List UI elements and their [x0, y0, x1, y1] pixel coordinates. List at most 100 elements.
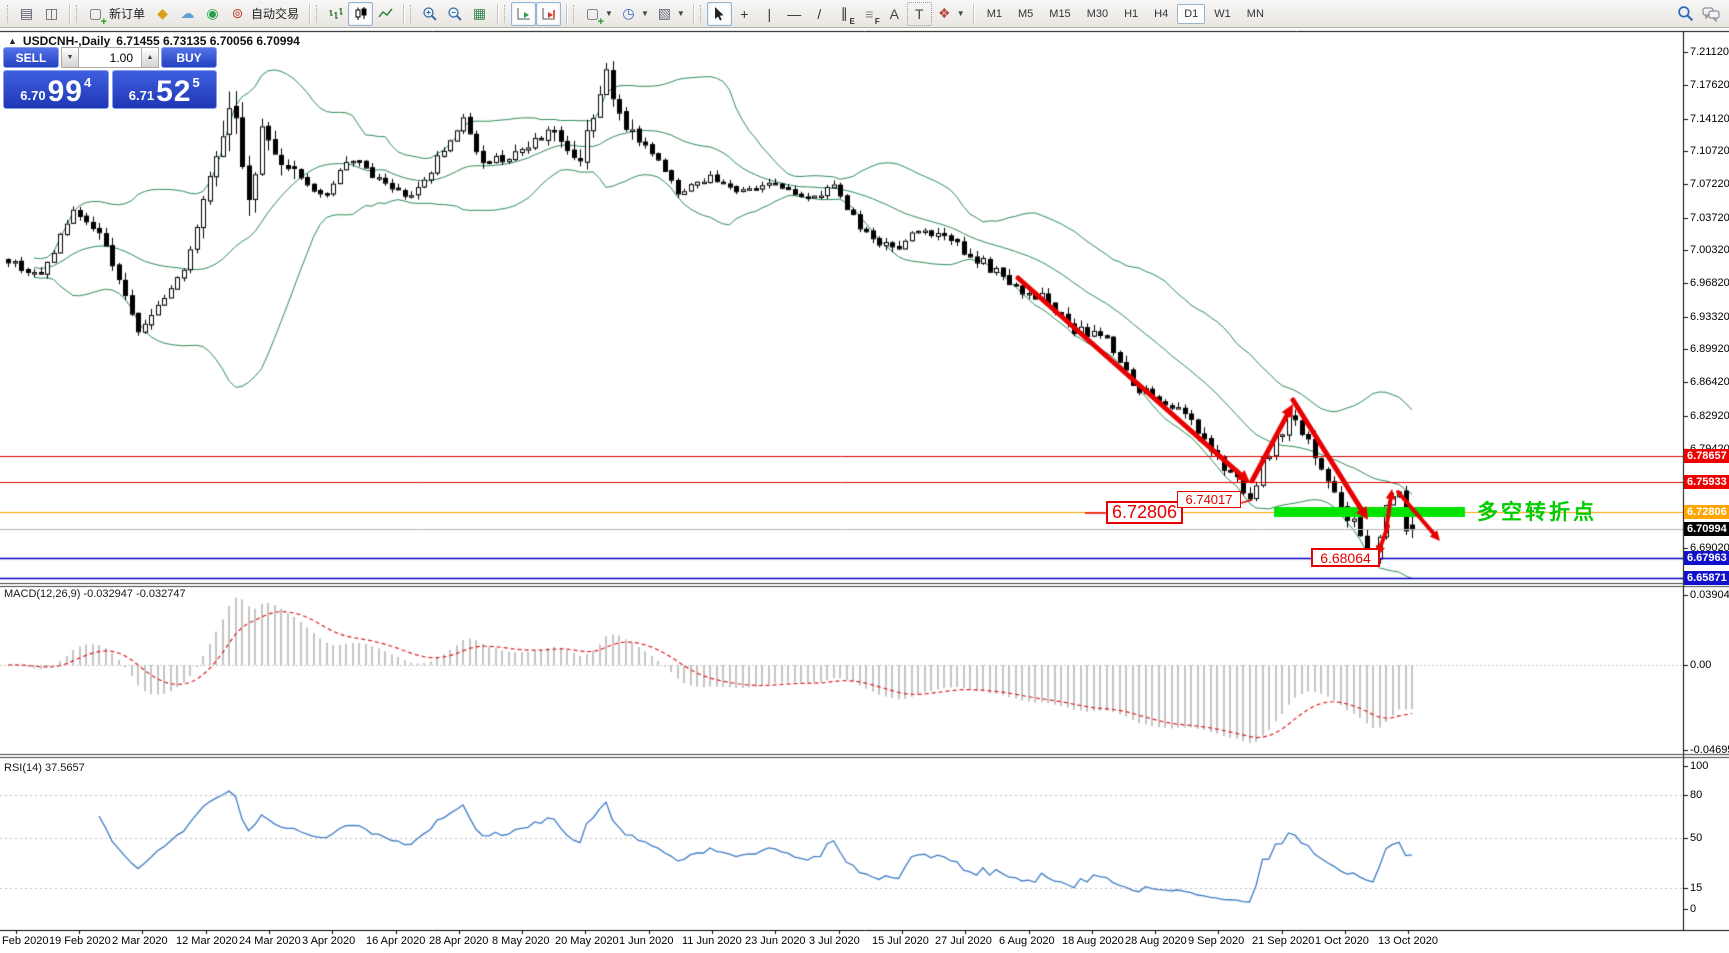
- trendline-icon[interactable]: /: [817, 5, 822, 22]
- text-icon[interactable]: A: [889, 5, 899, 22]
- periods-icon[interactable]: ◷: [622, 5, 635, 21]
- new-order-icon[interactable]: ▢ +: [88, 5, 107, 28]
- timeframe-button-w1[interactable]: W1: [1207, 4, 1238, 24]
- timeframe-button-m5[interactable]: M5: [1011, 4, 1040, 24]
- arrows-icon[interactable]: ❖: [938, 5, 951, 21]
- autotrade-label[interactable]: 自动交易: [251, 7, 300, 21]
- buy-price-sup: 5: [192, 75, 200, 90]
- letter-overlay: E: [849, 16, 855, 26]
- rsi-indicator-label: RSI(14) 37.5657: [4, 762, 85, 774]
- toolbar-drag-handle[interactable]: [316, 4, 320, 23]
- toolbar-drag-handle[interactable]: [699, 4, 704, 23]
- price-level-label-672806[interactable]: 6.72806: [1106, 501, 1183, 524]
- charts-grid-icon[interactable]: ▤: [19, 5, 34, 21]
- channel-icon[interactable]: ∥ E: [840, 5, 855, 26]
- timeframe-button-m15[interactable]: M15: [1042, 4, 1077, 24]
- toolbar-separator: [69, 3, 70, 24]
- rsi-axis-tick: 15: [1690, 881, 1703, 894]
- time-axis-label: 8 May 2020: [492, 935, 550, 947]
- time-axis-label: 27 Jul 2020: [935, 935, 992, 947]
- price-axis-tick: 6.82920: [1690, 409, 1729, 422]
- time-axis-label: 20 May 2020: [555, 935, 619, 947]
- autotrade-icon[interactable]: ⊚: [231, 5, 244, 21]
- price-axis-tick: 6.69020: [1690, 541, 1729, 554]
- zoom-in-icon[interactable]: [417, 2, 442, 26]
- signals-icon[interactable]: ◉: [206, 5, 219, 21]
- toolbar-drag-handle[interactable]: [573, 4, 577, 23]
- crosshair-icon[interactable]: +: [740, 5, 749, 22]
- toolbar-separator: [497, 3, 499, 24]
- rsi-axis-tick: 100: [1690, 760, 1709, 772]
- tile-windows-icon[interactable]: ▦: [472, 5, 487, 21]
- swing-low-label-668064[interactable]: 6.68064: [1311, 548, 1380, 567]
- time-axis-label: 1 Oct 2020: [1315, 935, 1369, 947]
- publish-icon[interactable]: ☁: [180, 5, 195, 21]
- buy-button[interactable]: BUY: [161, 47, 217, 68]
- volume-increase-button[interactable]: ▲: [141, 47, 159, 68]
- timeframe-button-mn[interactable]: MN: [1240, 4, 1271, 24]
- toolbar-drag-handle[interactable]: [504, 4, 508, 23]
- toolbar-separator: [403, 3, 405, 24]
- search-icon[interactable]: [1673, 2, 1698, 26]
- candles-chart-icon[interactable]: [348, 1, 374, 26]
- time-axis-label: 28 Apr 2020: [429, 935, 489, 947]
- auto-scroll-icon[interactable]: [511, 1, 537, 26]
- toolbar-drag-handle[interactable]: [76, 4, 80, 23]
- text-label-icon[interactable]: T: [906, 1, 932, 26]
- templates-icon[interactable]: ▧: [657, 5, 671, 21]
- timeframe-button-m1[interactable]: M1: [980, 4, 1009, 24]
- chart-shift-icon[interactable]: [536, 1, 562, 26]
- rsi-axis-tick: 50: [1690, 831, 1703, 844]
- sell-button[interactable]: SELL: [3, 47, 59, 68]
- sell-price-small: 6.70: [20, 88, 46, 103]
- bars-chart-icon[interactable]: [323, 2, 348, 26]
- time-axis-label: 12 Mar 2020: [176, 935, 238, 947]
- buy-price-big: 52: [156, 75, 192, 108]
- timeframe-button-d1[interactable]: D1: [1177, 3, 1206, 24]
- vertical-line-icon[interactable]: |: [767, 5, 772, 22]
- dropdown-caret-icon[interactable]: ▼: [640, 9, 649, 18]
- price-axis-tick: 7.00320: [1690, 243, 1729, 256]
- cursor-icon[interactable]: [706, 1, 732, 26]
- new-order-label[interactable]: 新订单: [109, 7, 146, 21]
- dropdown-caret-icon[interactable]: ▼: [956, 9, 965, 18]
- swing-low-label-674017[interactable]: 6.74017: [1177, 491, 1241, 508]
- volume-input[interactable]: [79, 47, 141, 68]
- line-chart-icon[interactable]: [373, 2, 398, 26]
- time-axis-label: 11 Jun 2020: [682, 935, 742, 947]
- dropdown-caret-icon[interactable]: ▼: [676, 9, 685, 18]
- toolbar-drag-handle[interactable]: [7, 4, 11, 23]
- buy-quote[interactable]: 6.71 52 5: [111, 70, 217, 109]
- time-axis-label: 21 Sep 2020: [1252, 935, 1315, 947]
- price-axis-tag: 6.65871: [1684, 570, 1729, 585]
- chart-symbol-period: USDCNH-,Daily: [22, 34, 111, 48]
- price-axis-tag: 6.70994: [1684, 522, 1729, 537]
- dropdown-caret-icon[interactable]: ▼: [605, 9, 613, 18]
- sell-quote[interactable]: 6.70 99 4: [3, 70, 109, 109]
- indicators-icon[interactable]: ▢ +: [585, 5, 605, 28]
- horizontal-line-icon[interactable]: —: [787, 5, 802, 22]
- time-axis-label: 6 Aug 2020: [999, 935, 1055, 947]
- time-axis-label: Feb 2020: [2, 935, 49, 947]
- chat-icon[interactable]: [1698, 2, 1723, 26]
- macd-axis-tick: 0.039044: [1690, 588, 1729, 601]
- toolbar-separator: [972, 3, 974, 24]
- rsi-axis-tick: 0: [1690, 903, 1697, 915]
- toolbar-drag-handle[interactable]: [410, 4, 414, 23]
- timeframe-button-h4[interactable]: H4: [1147, 4, 1175, 24]
- fibonacci-icon[interactable]: ≡ F: [865, 5, 880, 26]
- timeframe-button-m30[interactable]: M30: [1080, 4, 1115, 24]
- chart-profiles-icon[interactable]: ◫: [44, 5, 59, 21]
- turning-point-text[interactable]: 多空转折点: [1477, 501, 1597, 524]
- price-axis-tick: 7.07220: [1690, 178, 1729, 191]
- volume-decrease-button[interactable]: ▼: [61, 47, 79, 68]
- zoom-out-icon[interactable]: [442, 2, 467, 26]
- toolbar-separator: [309, 3, 311, 24]
- price-axis-tick: 7.17620: [1690, 79, 1729, 92]
- eraser-icon[interactable]: ◆: [157, 5, 168, 21]
- price-axis-tick: 7.03720: [1690, 211, 1729, 224]
- timeframe-button-h1[interactable]: H1: [1117, 4, 1145, 24]
- time-axis-label: 28 Aug 2020: [1125, 935, 1187, 947]
- time-axis-label: 18 Aug 2020: [1062, 935, 1124, 947]
